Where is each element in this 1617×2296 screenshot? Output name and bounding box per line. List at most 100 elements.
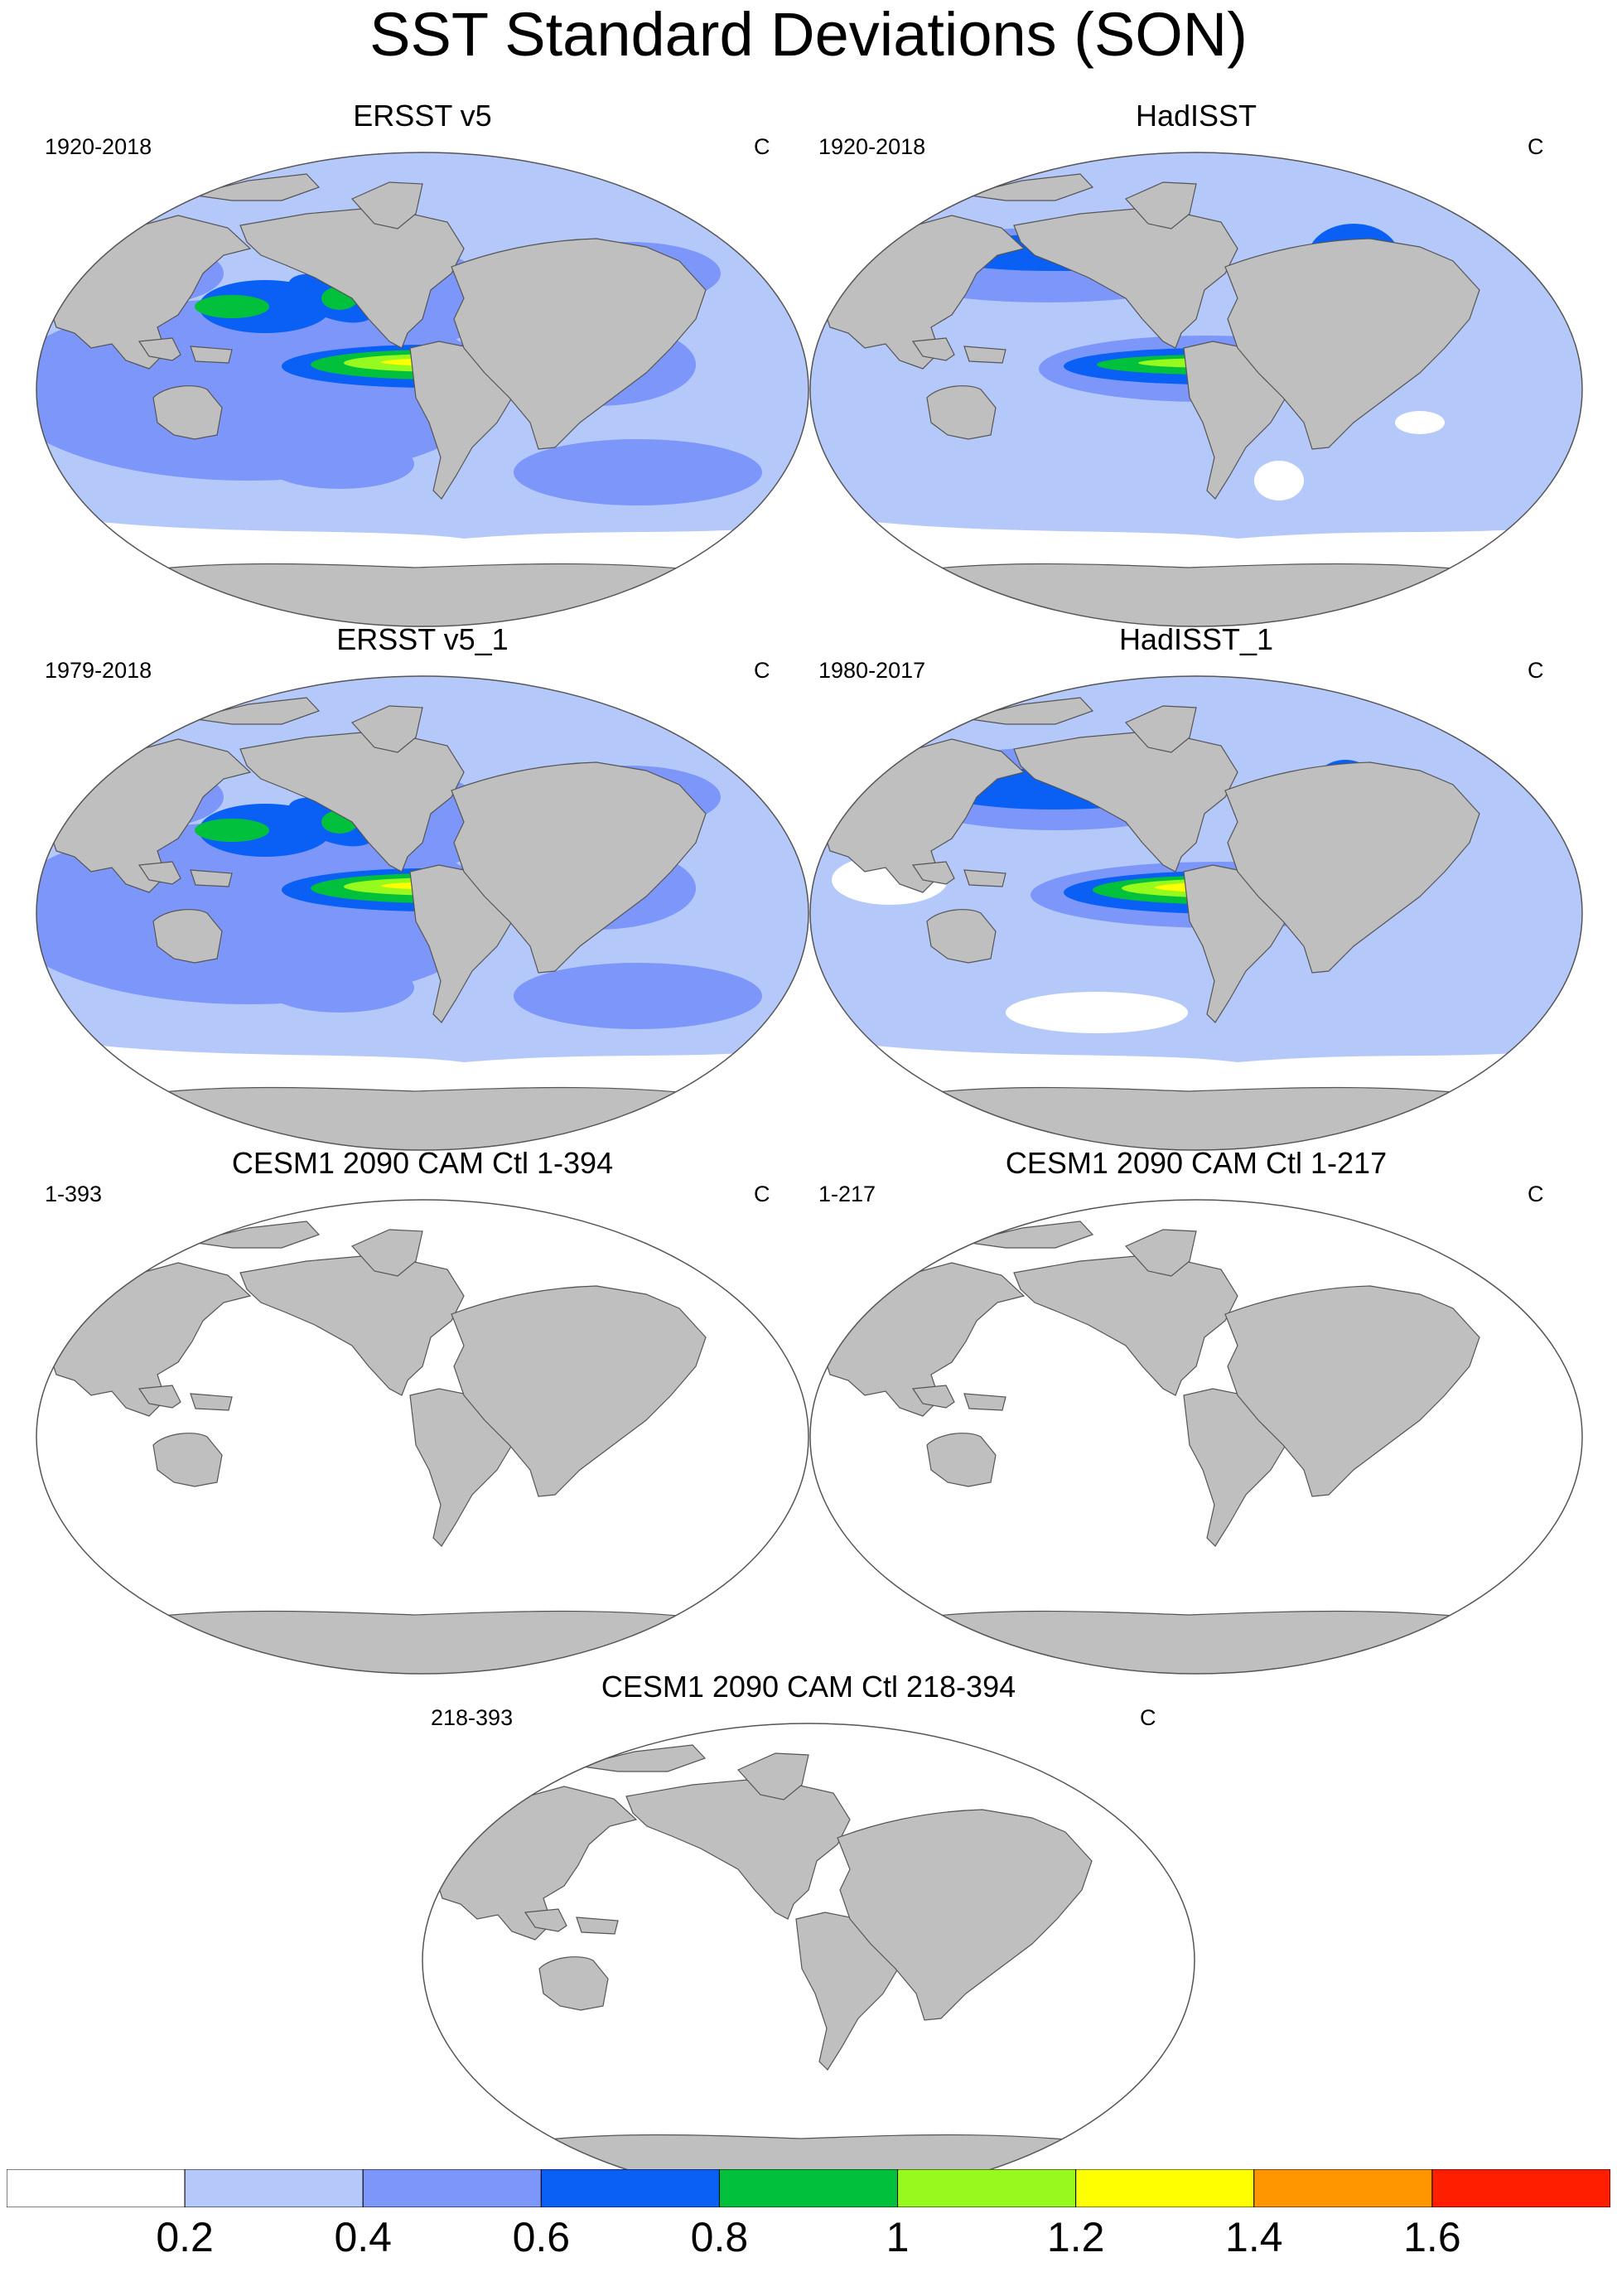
landmass-greenland bbox=[1125, 705, 1197, 753]
landmass-antarctica bbox=[106, 1086, 747, 1150]
panel-title: CESM1 2090 CAM Ctl 1-217 bbox=[1005, 1146, 1388, 1180]
landmass-maritime-islands bbox=[138, 861, 233, 887]
sst-band-0-8-1-0 bbox=[195, 819, 269, 842]
panel-years: 1-393 bbox=[45, 1182, 103, 1206]
panel-title: HadISST bbox=[1135, 99, 1257, 133]
panel-units: C bbox=[1140, 1705, 1156, 1730]
landmass-arctic-islands bbox=[576, 1744, 707, 1772]
colorbar-swatch bbox=[7, 2169, 186, 2207]
landmass-australia bbox=[152, 1433, 223, 1487]
landmass-maritime-islands bbox=[138, 337, 233, 364]
landmass-arctic-islands bbox=[963, 697, 1094, 725]
colorbar-swatch bbox=[897, 2169, 1077, 2207]
landmass-australia bbox=[926, 1433, 997, 1487]
landmass-maritime-islands bbox=[524, 1908, 619, 1935]
world-map bbox=[422, 1723, 1195, 2198]
panel-years: 1980-2017 bbox=[818, 658, 926, 683]
sst-band-0-8-1-0 bbox=[195, 295, 269, 318]
panel-title: CESM1 2090 CAM Ctl 218-394 bbox=[601, 1670, 1016, 1704]
map-outline bbox=[36, 1199, 809, 1675]
landmass-australia bbox=[926, 909, 997, 964]
sst-band-below-0-2 bbox=[1254, 461, 1304, 500]
landmass-australia bbox=[926, 385, 997, 440]
panel-title: CESM1 2090 CAM Ctl 1-394 bbox=[231, 1146, 614, 1180]
panel-title: ERSST v5_1 bbox=[336, 622, 509, 656]
landmass-maritime-islands bbox=[911, 337, 1006, 364]
colorbar-swatch bbox=[1431, 2169, 1610, 2207]
landmass-australia bbox=[152, 385, 223, 440]
landmass-africa bbox=[451, 761, 707, 974]
landmass-greenland bbox=[351, 181, 423, 230]
landmass-australia bbox=[152, 909, 223, 964]
landmass-arctic-islands bbox=[963, 1221, 1094, 1249]
colorbar-tick-label: 1 bbox=[886, 2214, 910, 2260]
colorbar-swatch bbox=[1253, 2169, 1433, 2207]
landmass-arctic-islands bbox=[190, 697, 321, 725]
map-panel-hadisst-1: HadISST_1 1980-2017 C bbox=[807, 623, 1586, 1153]
landmass-north-america bbox=[1013, 206, 1238, 349]
colorbar-swatch bbox=[718, 2169, 899, 2207]
map-content bbox=[36, 676, 808, 1150]
panel-title: ERSST v5 bbox=[353, 99, 492, 133]
colorbar-tick-label: 1.4 bbox=[1225, 2214, 1283, 2260]
map-panel-hadisst: HadISST 1920-2018 C bbox=[807, 99, 1586, 630]
landmass-greenland bbox=[737, 1752, 809, 1801]
panel-years: 1920-2018 bbox=[45, 134, 152, 159]
colorbar-tick-label: 0.4 bbox=[334, 2214, 392, 2260]
landmass-north-america bbox=[239, 206, 465, 349]
map-outline bbox=[809, 1199, 1583, 1675]
map-panel-ersst-v5: ERSST v5 1920-2018 C bbox=[33, 99, 812, 630]
sst-band-0-4-0-6 bbox=[514, 963, 762, 1029]
panel-units: C bbox=[754, 658, 770, 683]
colorbar bbox=[7, 2169, 1610, 2207]
panel-units: C bbox=[1528, 1182, 1544, 1206]
landmass-greenland bbox=[351, 1229, 423, 1277]
world-map bbox=[36, 152, 809, 627]
landmass-africa bbox=[1224, 1285, 1480, 1497]
landmass-maritime-islands bbox=[138, 1385, 233, 1411]
panel-units: C bbox=[754, 1182, 770, 1206]
map-outline bbox=[809, 675, 1583, 1151]
panel-units: C bbox=[1528, 134, 1544, 159]
landmass-maritime-islands bbox=[911, 861, 1006, 887]
colorbar-tick-label: 0.6 bbox=[512, 2214, 571, 2260]
map-panel-cesm1-1-394: CESM1 2090 CAM Ctl 1-394 1-393 C bbox=[33, 1147, 812, 1677]
sst-band-below-0-2 bbox=[1395, 411, 1445, 434]
figure-title: SST Standard Deviations (SON) bbox=[369, 0, 1248, 69]
world-map bbox=[36, 675, 809, 1151]
landmass-maritime-islands bbox=[911, 1385, 1006, 1411]
landmass-antarctica bbox=[106, 1610, 747, 1674]
colorbar-swatch bbox=[540, 2169, 720, 2207]
colorbar-swatch bbox=[1075, 2169, 1255, 2207]
panel-units: C bbox=[1528, 658, 1544, 683]
landmass-antarctica bbox=[880, 1086, 1521, 1150]
map-outline bbox=[809, 152, 1583, 627]
landmass-africa bbox=[1224, 238, 1480, 450]
panel-years: 1979-2018 bbox=[45, 658, 152, 683]
map-outline bbox=[36, 675, 809, 1151]
landmass-africa bbox=[837, 1809, 1093, 2021]
colorbar-tick-label: 1.2 bbox=[1046, 2214, 1105, 2260]
landmass-north-america bbox=[239, 1254, 465, 1396]
landmass-antarctica bbox=[880, 563, 1521, 626]
landmass-greenland bbox=[1125, 181, 1197, 230]
landmass-arctic-islands bbox=[190, 1221, 321, 1249]
landmass-north-america bbox=[1013, 1254, 1238, 1396]
landmass-greenland bbox=[351, 705, 423, 753]
panel-title: HadISST_1 bbox=[1118, 622, 1274, 656]
map-panel-cesm1-218-394: CESM1 2090 CAM Ctl 218-394 218-393 C bbox=[419, 1670, 1198, 2201]
panel-years: 1920-2018 bbox=[818, 134, 926, 159]
landmass-arctic-islands bbox=[963, 173, 1094, 201]
landmass-antarctica bbox=[880, 1610, 1521, 1674]
landmass-north-america bbox=[625, 1777, 851, 1920]
landmass-north-america bbox=[239, 730, 465, 872]
map-panel-ersst-v5-1: ERSST v5_1 1979-2018 C bbox=[33, 623, 812, 1153]
map-content bbox=[810, 676, 1582, 1150]
landmass-north-america bbox=[1013, 730, 1238, 872]
world-map bbox=[36, 1199, 809, 1675]
colorbar-swatch bbox=[362, 2169, 542, 2207]
colorbar-tick-label: 0.2 bbox=[156, 2214, 214, 2260]
world-map bbox=[809, 1199, 1583, 1675]
landmass-greenland bbox=[1125, 1229, 1197, 1277]
colorbar-tick-label: 0.8 bbox=[690, 2214, 749, 2260]
